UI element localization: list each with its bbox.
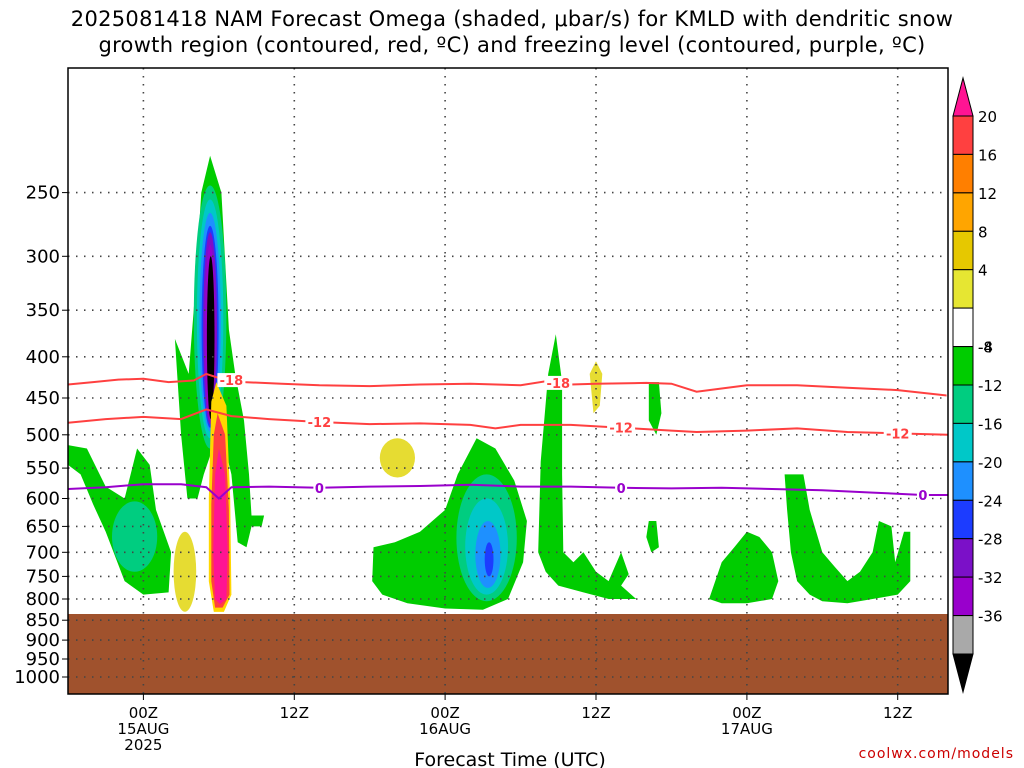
- y-tick-label: 400: [26, 347, 60, 368]
- omega-region-16aug-column-green: [538, 334, 637, 599]
- chart-title-line1: 2025081418 NAM Forecast Omega (shaded, μ…: [70, 7, 954, 31]
- omega-region-17aug-tower-green: [784, 474, 911, 604]
- y-tick-label: 450: [26, 388, 60, 409]
- colorbar-swatch: [952, 576, 974, 616]
- credit-text: coolwx.com/models: [859, 746, 1014, 762]
- y-tick-label: 750: [26, 566, 60, 587]
- y-tick-label: 600: [26, 489, 60, 510]
- y-tick-label: 700: [26, 542, 60, 563]
- y-tick-label: 350: [26, 300, 60, 321]
- colorbar-label: -12: [978, 377, 1003, 395]
- contour-label: -18: [220, 374, 244, 389]
- x-axis-label: Forecast Time (UTC): [414, 749, 605, 768]
- contour-label-bg: [544, 375, 573, 390]
- colorbar-swatch: [952, 230, 974, 271]
- contour-label-bg: [615, 480, 628, 495]
- colorbar-swatch: [952, 384, 974, 424]
- contour-label: 0: [918, 489, 927, 504]
- contour-label: -12: [308, 416, 332, 431]
- colorbar-swatch: [952, 538, 974, 578]
- omega-region-early-yellow: [173, 531, 197, 612]
- contour-line: [68, 408, 948, 436]
- colorbar-label: -16: [978, 415, 1003, 433]
- contour-label-bg: [607, 420, 636, 435]
- colorbar-label: 20: [978, 108, 997, 126]
- colorbar-label: -28: [978, 531, 1003, 549]
- colorbar-swatch: [952, 499, 974, 540]
- y-tick-label: 300: [26, 246, 60, 267]
- x-tick-label: 16AUG: [419, 720, 471, 738]
- colorbar-label: 4: [978, 262, 988, 280]
- colorbar-top-arrow: [952, 76, 974, 117]
- colorbar-swatch: [952, 269, 974, 309]
- y-tick-label: 250: [26, 183, 60, 204]
- y-tick-label: 800: [26, 589, 60, 610]
- contour-label-bg: [217, 373, 246, 388]
- colorbar-label: -32: [978, 569, 1003, 587]
- colorbar-label: 12: [978, 185, 997, 203]
- y-tick-label: 650: [26, 516, 60, 537]
- contour-label: 0: [617, 482, 626, 497]
- colorbar-label: -20: [978, 454, 1003, 472]
- contour-label-bg: [883, 426, 912, 441]
- x-tick-label: 12Z: [581, 704, 610, 722]
- contour-label: -18: [547, 377, 571, 392]
- omega-region-16aug-darkblue: [484, 542, 494, 577]
- colorbar-swatch: [952, 307, 974, 348]
- omega-region-yellow-midday: [379, 438, 415, 478]
- contour-label: 0: [315, 482, 324, 497]
- colorbar-swatch: [952, 346, 974, 386]
- colorbar-label: 8: [978, 223, 988, 241]
- colorbar-swatch: [952, 115, 974, 155]
- colorbar-swatch: [952, 615, 974, 655]
- y-tick-label: 550: [26, 458, 60, 479]
- omega-region-17aug-green: [709, 531, 779, 604]
- colorbar-label: 16: [978, 146, 997, 164]
- colorbar-swatch: [952, 192, 974, 232]
- colorbar-swatch: [952, 461, 974, 501]
- y-tick-label: 850: [26, 610, 60, 631]
- x-tick-label: 17AUG: [721, 720, 773, 738]
- x-tick-label: 00Z: [129, 704, 158, 722]
- plot-frame: [67, 67, 949, 695]
- colorbar-label: -8: [978, 339, 993, 357]
- colorbar-label: -24: [978, 492, 1003, 510]
- y-tick-label: 900: [26, 630, 60, 651]
- omega-region-16aug-column-yellow: [589, 361, 603, 414]
- contour-label: -12: [886, 427, 910, 442]
- y-tick-label: 1000: [14, 667, 60, 688]
- omega-region-16aug-dot-green: [646, 521, 659, 553]
- colorbar-bottom-arrow: [952, 653, 974, 694]
- colorbar-label: -36: [978, 608, 1003, 626]
- contour-label-bg: [313, 480, 326, 495]
- x-tick-label: 12Z: [883, 704, 912, 722]
- y-tick-label: 500: [26, 425, 60, 446]
- x-tick-label: 00Z: [732, 704, 761, 722]
- contour-label-bg: [305, 415, 334, 429]
- grid-lines: [68, 68, 948, 694]
- contour-label: -12: [609, 422, 633, 437]
- y-tick-label: 950: [26, 649, 60, 670]
- y-axis: 2503003504004505005506006507007508008509…: [14, 183, 68, 688]
- colorbar: 20 16 12 8 4 -4-8 -12 -16 -20 -24 -28 -32 -36: [952, 76, 1003, 694]
- x-tick-label: 00Z: [430, 704, 459, 722]
- omega-region-early-teal: [112, 501, 158, 572]
- x-tick-label: 2025: [124, 736, 162, 754]
- contour-label-bg: [916, 488, 929, 502]
- colorbar-label: -4: [978, 339, 993, 357]
- terrain-fill: [68, 614, 948, 694]
- x-tick-label: 15AUG: [117, 720, 169, 738]
- colorbar-swatch: [952, 422, 974, 463]
- chart-title-line2: growth region (contoured, red, ºC) and f…: [98, 33, 926, 57]
- chart-title: 2025081418 NAM Forecast Omega (shaded, μ…: [0, 6, 1024, 58]
- omega-region-16aug-strip-green: [648, 382, 662, 435]
- omega-region-tower-core: [206, 256, 215, 420]
- x-tick-label: 12Z: [280, 704, 309, 722]
- colorbar-swatch: [952, 153, 974, 194]
